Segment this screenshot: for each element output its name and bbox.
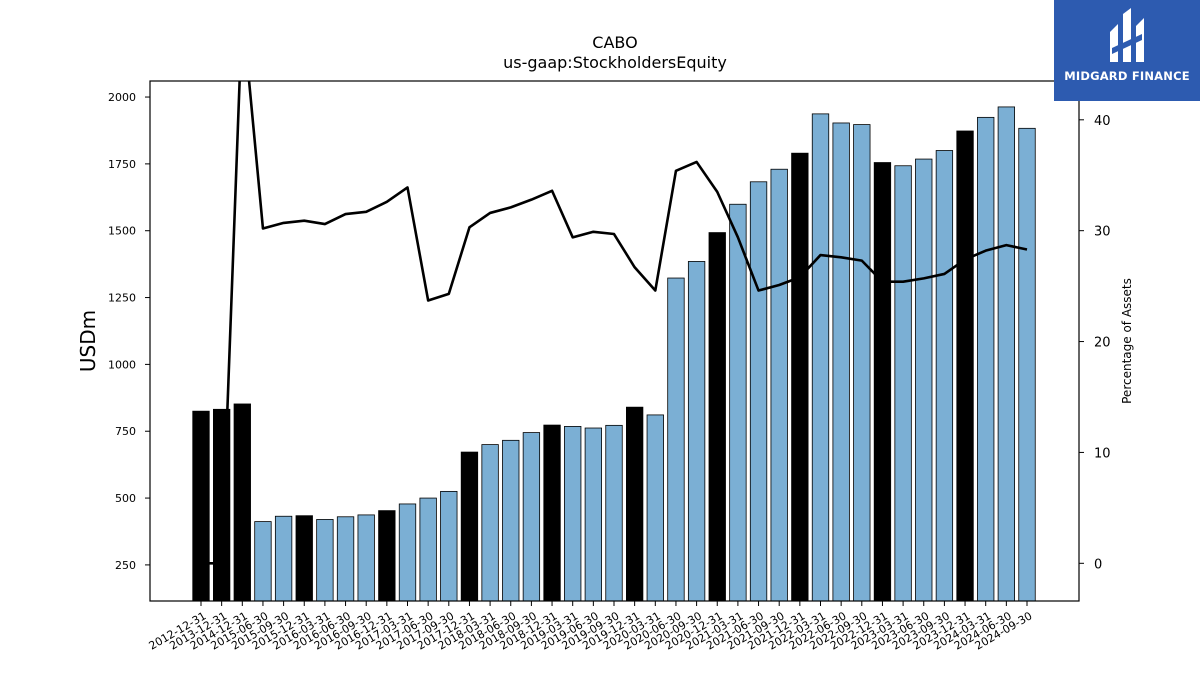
logo-text: MIDGARD FINANCE xyxy=(1064,69,1190,83)
right-tick-label: 20 xyxy=(1094,336,1111,351)
right-tick-label: 10 xyxy=(1094,446,1111,461)
left-tick-label: 1500 xyxy=(108,225,136,238)
left-tick-label: 750 xyxy=(115,425,136,438)
bar-2020-06-30 xyxy=(667,277,685,602)
bar-2018-03-31 xyxy=(481,444,499,602)
bar-2015-12-31 xyxy=(295,515,313,602)
bar-2023-12-31 xyxy=(956,130,974,602)
bar-2019-12-31 xyxy=(626,406,644,602)
line-series xyxy=(201,81,1028,565)
bar-2015-06-30 xyxy=(254,521,272,602)
midgard-logo-icon xyxy=(1110,8,1144,62)
bar-2024-03-31 xyxy=(977,116,995,602)
bar-2020-03-31 xyxy=(646,414,664,602)
bar-2019-03-31 xyxy=(564,426,582,602)
chart-title: CABO xyxy=(592,33,637,52)
bar-2019-09-30 xyxy=(605,424,623,602)
bar-2022-12-31 xyxy=(873,162,892,602)
left-tick-label: 1250 xyxy=(108,292,136,305)
left-tick-label: 1750 xyxy=(108,158,136,171)
left-tick-label: 2000 xyxy=(108,91,136,104)
bar-2015-09-30 xyxy=(274,515,293,602)
left-tick-label: 250 xyxy=(115,559,136,572)
bar-2021-09-30 xyxy=(770,168,788,602)
left-tick-label: 1000 xyxy=(108,358,136,371)
chart-subtitle: us-gaap:StockholdersEquity xyxy=(503,53,727,72)
percentage-line xyxy=(201,81,1028,565)
bar-2016-09-30 xyxy=(357,514,375,602)
bar-2014-12-31 xyxy=(233,403,251,602)
bar-2016-12-31 xyxy=(378,510,396,602)
left-y-axis: 250 500 750 1000 1250 1500 1750 2000 xyxy=(108,91,150,572)
right-tick-label: 40 xyxy=(1094,114,1111,129)
bar-series xyxy=(192,106,1036,602)
right-y-axis: 0 10 20 30 40 xyxy=(1079,114,1111,572)
bar-2020-12-31 xyxy=(708,232,726,602)
bar-2016-06-30 xyxy=(336,516,355,602)
right-tick-label: 30 xyxy=(1094,225,1111,240)
bar-2022-06-30 xyxy=(832,122,850,602)
bar-2022-03-31 xyxy=(811,113,830,602)
right-tick-label: 0 xyxy=(1094,557,1102,572)
bar-2023-06-30 xyxy=(915,158,933,602)
midgard-finance-logo: MIDGARD FINANCE xyxy=(1054,0,1200,101)
bar-2017-09-30 xyxy=(440,490,458,602)
left-axis-label: USDm xyxy=(76,310,100,372)
bar-2018-12-31 xyxy=(543,424,561,602)
bar-2021-03-31 xyxy=(729,203,747,602)
bar-2021-06-30 xyxy=(749,181,768,602)
left-tick-label: 500 xyxy=(115,492,136,505)
bar-2023-03-31 xyxy=(894,165,912,602)
bar-2018-09-30 xyxy=(522,432,541,602)
bar-2024-06-30 xyxy=(997,106,1015,602)
right-axis-label: Percentage of Assets xyxy=(1120,278,1134,404)
bar-2017-12-31 xyxy=(460,451,479,602)
bar-2020-09-30 xyxy=(687,261,706,602)
bar-2023-09-30 xyxy=(935,150,954,602)
bar-2017-03-31 xyxy=(398,503,417,602)
x-axis: 2012-12-312013-12-312014-12-312015-06-30… xyxy=(147,601,1035,653)
bar-2024-09-30 xyxy=(1018,127,1036,602)
bar-2017-06-30 xyxy=(419,497,437,602)
bar-2012-12-31 xyxy=(192,410,210,602)
bar-2022-09-30 xyxy=(853,124,871,602)
bar-2018-06-30 xyxy=(502,439,520,602)
bar-2021-12-31 xyxy=(791,152,809,602)
bar-2019-06-30 xyxy=(584,427,602,602)
bar-2016-03-31 xyxy=(316,519,334,602)
